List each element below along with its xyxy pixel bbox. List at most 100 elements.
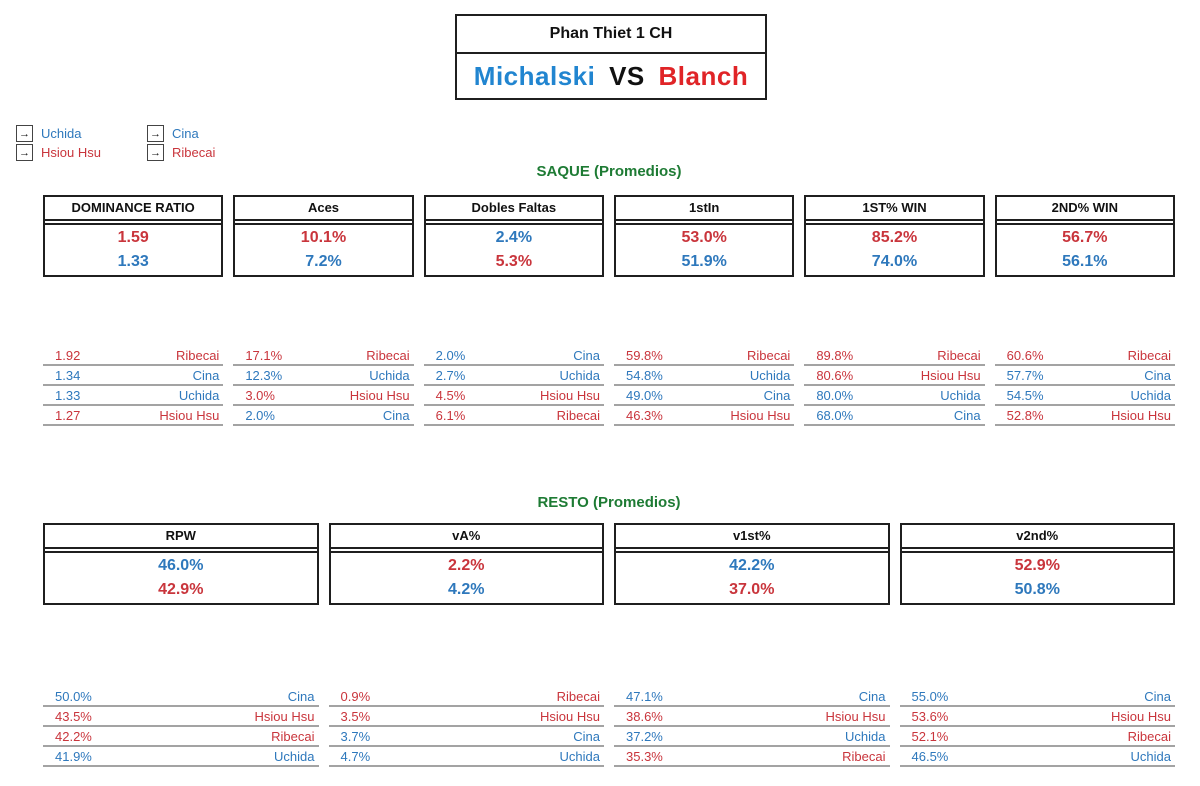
ranking-value: 68.0%	[816, 407, 854, 423]
ranking-value: 4.7%	[340, 748, 371, 764]
stat-label: 1stIn	[615, 197, 793, 221]
ranking-player: Ribecai	[1127, 347, 1171, 363]
ranking-player: Hsiou Hsu	[920, 367, 981, 383]
ranking-player: Uchida	[749, 367, 791, 383]
ranking-value: 3.5%	[340, 708, 371, 724]
ranking-row: 0.9% Ribecai	[328, 687, 604, 707]
stat-box-aces: Aces 10.1% 7.2%	[233, 195, 414, 277]
legend-player-name: Uchida	[41, 126, 82, 141]
ranking-player: Uchida	[559, 367, 600, 383]
ranking-value: 47.1%	[626, 688, 663, 704]
stat-values: 2.4% 5.3%	[425, 223, 602, 275]
stat-values: 52.9% 50.8%	[901, 551, 1173, 603]
ranking-row: 80.0% Uchida	[804, 386, 985, 406]
legend-group-2: → Cina → Ribecai	[147, 124, 215, 162]
ranking-value: 53.6%	[911, 708, 949, 724]
ranking-player: Ribecai	[746, 347, 791, 363]
stat-label: Aces	[235, 197, 412, 221]
ranking-player: Cina	[382, 407, 410, 423]
ranking-player: Uchida	[369, 367, 410, 383]
ranking-list-2nd-win: 60.6% Ribecai 57.7% Cina 54.5% Uchida 52.8% Hsi…	[994, 346, 1175, 426]
ranking-value: 2.0%	[435, 347, 466, 363]
ranking-value: 52.8%	[1006, 407, 1044, 423]
stat-values: 46.0% 42.9%	[45, 551, 317, 603]
ranking-row: 17.1% Ribecai	[233, 346, 414, 366]
ranking-value: 50.0%	[55, 688, 92, 704]
ranking-value: 1.33	[55, 387, 81, 403]
ranking-value: 1.34	[55, 367, 81, 383]
ranking-list-rpw: 50.0% Cina 43.5% Hsiou Hsu 42.2% Ribecai 41.9%…	[43, 687, 319, 767]
ranking-value: 57.7%	[1006, 367, 1044, 383]
ranking-row: 12.3% Uchida	[233, 366, 414, 386]
ranking-player: Hsiou Hsu	[730, 407, 791, 423]
ranking-player: Ribecai	[842, 748, 886, 764]
ranking-row: 59.8% Ribecai	[613, 346, 795, 366]
stat-label: RPW	[45, 525, 317, 549]
stat-value-michalski: 2.4%	[495, 229, 533, 246]
ranking-value: 54.5%	[1006, 387, 1044, 403]
stat-box-dobles-faltas: Dobles Faltas 2.4% 5.3%	[423, 195, 604, 277]
tournament-name: Phan Thiet 1 CH	[457, 16, 765, 54]
ranking-value: 1.92	[55, 347, 81, 363]
ranking-player: Uchida	[178, 387, 220, 403]
ranking-row: 1.33 Uchida	[43, 386, 224, 406]
ranking-player: Uchida	[559, 748, 600, 764]
arrow-icon[interactable]: →	[16, 125, 33, 142]
ranking-value: 17.1%	[245, 347, 283, 363]
ranking-row: 41.9% Uchida	[43, 747, 319, 767]
ranking-player: Hsiou Hsu	[349, 387, 410, 403]
ranking-row: 1.34 Cina	[43, 366, 224, 386]
stat-label: v2nd%	[901, 525, 1173, 549]
ranking-player: Uchida	[1130, 387, 1171, 403]
arrow-icon[interactable]: →	[16, 144, 33, 161]
stat-value-michalski: 4.2%	[448, 581, 485, 598]
stat-label: Dobles Faltas	[425, 197, 602, 221]
ranking-player: Cina	[287, 688, 315, 704]
ranking-value: 80.6%	[816, 367, 854, 383]
stat-box-v2nd: v2nd% 52.9% 50.8%	[899, 523, 1175, 605]
legend-player-name: Ribecai	[172, 145, 216, 160]
resto-section-heading: RESTO (Promedios)	[537, 494, 681, 511]
ranking-value: 55.0%	[911, 688, 949, 704]
ranking-value: 54.8%	[625, 367, 663, 383]
stat-value-michalski: 51.9%	[681, 253, 727, 270]
ranking-row: 6.1% Ribecai	[423, 406, 604, 426]
resto-ranking-lists: 50.0% Cina 43.5% Hsiou Hsu 42.2% Ribecai 41.9%…	[43, 687, 1175, 767]
stat-value-blanch: 53.0%	[681, 229, 727, 246]
ranking-list-dobles-faltas: 2.0% Cina 2.7% Uchida 4.5% Hsiou Hsu 6.1% Ribec…	[423, 346, 604, 426]
legend-item: → Hsiou Hsu	[16, 143, 101, 162]
ranking-value: 3.7%	[340, 728, 371, 744]
ranking-player: Ribecai	[556, 407, 600, 423]
ranking-row: 2.0% Cina	[233, 406, 414, 426]
ranking-list-dominance-ratio: 1.92 Ribecai 1.34 Cina 1.33 Uchida 1.27 Hsiou H…	[43, 346, 224, 426]
ranking-row: 2.7% Uchida	[423, 366, 604, 386]
stat-box-rpw: RPW 46.0% 42.9%	[43, 523, 319, 605]
legend-item: → Cina	[147, 124, 215, 143]
ranking-row: 46.3% Hsiou Hsu	[613, 406, 795, 426]
ranking-player: Hsiou Hsu	[540, 387, 600, 403]
ranking-value: 41.9%	[55, 748, 92, 764]
ranking-row: 43.5% Hsiou Hsu	[43, 707, 319, 727]
ranking-list-1st-win: 89.8% Ribecai 80.6% Hsiou Hsu 80.0% Uchida 68.…	[804, 346, 985, 426]
ranking-row: 4.7% Uchida	[328, 747, 604, 767]
ranking-value: 2.0%	[245, 407, 275, 423]
arrow-icon[interactable]: →	[147, 144, 164, 161]
stat-values: 42.2% 37.0%	[616, 551, 888, 603]
player2-name: Blanch	[658, 61, 749, 91]
ranking-list-va: 0.9% Ribecai 3.5% Hsiou Hsu 3.7% Cina 4.7% Uchi…	[328, 687, 604, 767]
ranking-row: 68.0% Cina	[804, 406, 985, 426]
stat-value-michalski: 46.0%	[158, 557, 204, 574]
stat-value-michalski: 1.33	[117, 253, 149, 270]
stat-label: DOMINANCE RATIO	[45, 197, 222, 221]
stat-label: 1ST% WIN	[806, 197, 983, 221]
ranking-value: 46.5%	[911, 748, 949, 764]
ranking-player: Cina	[573, 728, 600, 744]
arrow-icon[interactable]: →	[147, 125, 164, 142]
stat-box-dominance-ratio: DOMINANCE RATIO 1.59 1.33	[43, 195, 224, 277]
ranking-value: 4.5%	[435, 387, 466, 403]
legend-item: → Uchida	[16, 124, 101, 143]
ranking-row: 57.7% Cina	[994, 366, 1175, 386]
ranking-player: Hsiou Hsu	[540, 708, 600, 724]
ranking-value: 89.8%	[816, 347, 854, 363]
ranking-player: Cina	[953, 407, 981, 423]
